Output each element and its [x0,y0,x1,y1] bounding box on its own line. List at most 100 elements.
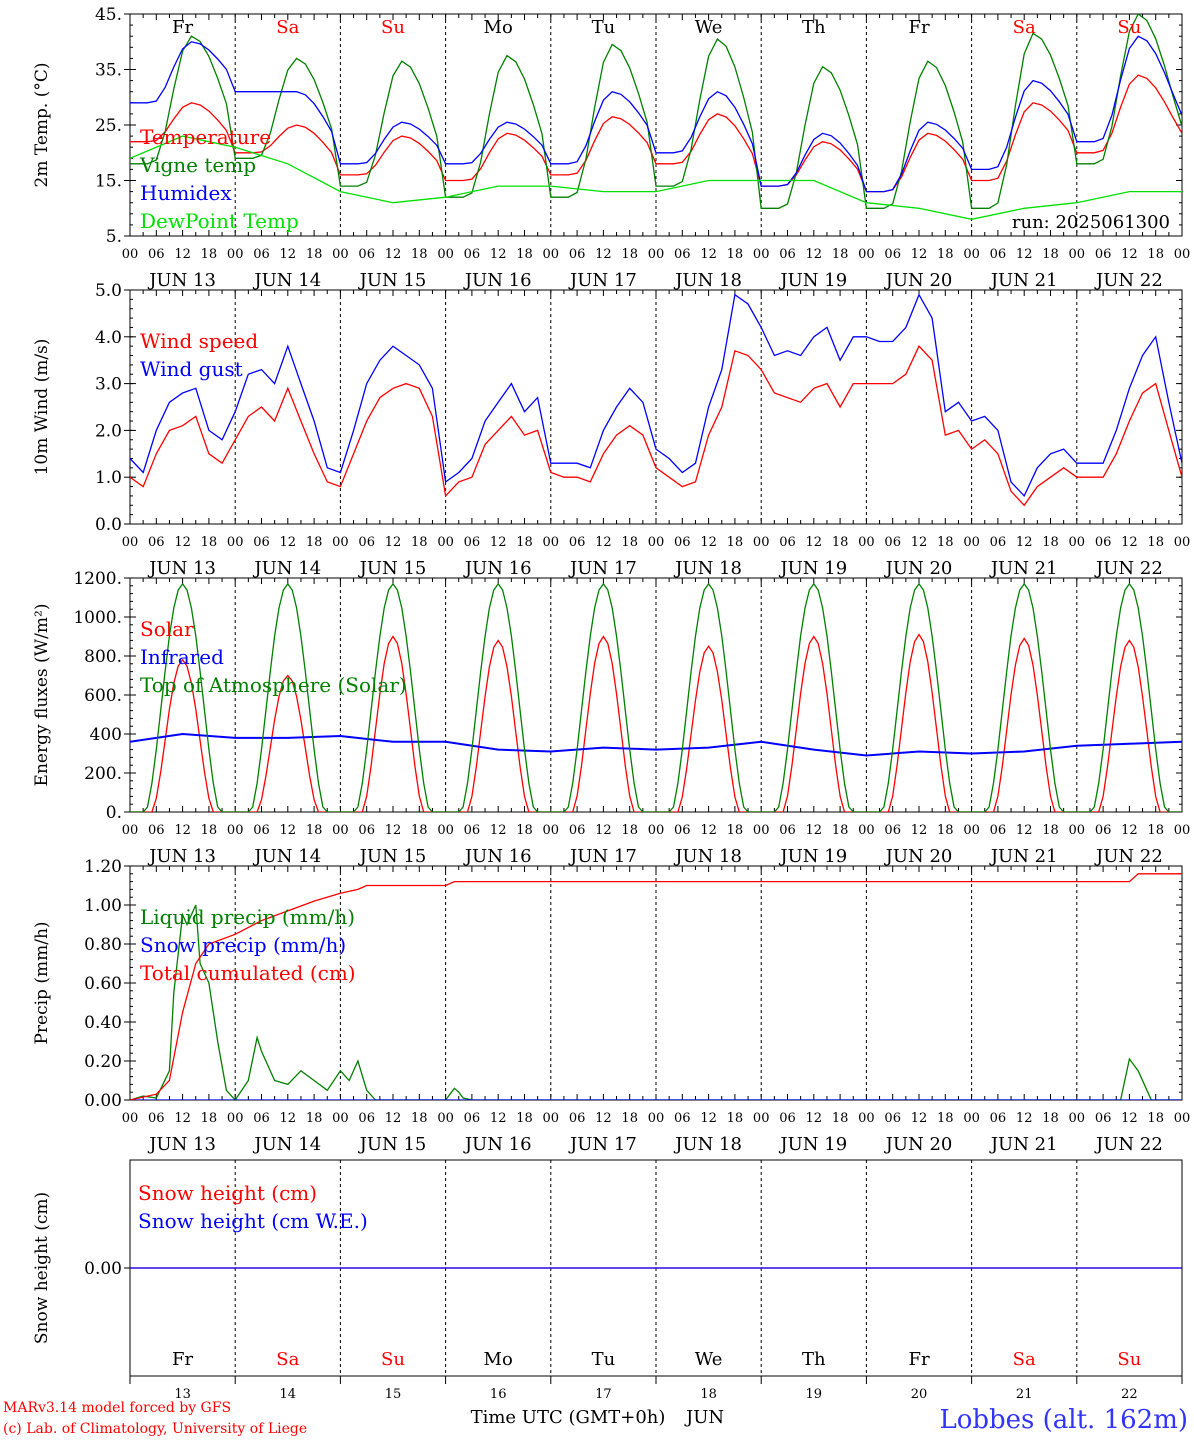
x-axis-title: Time UTC (GMT+0h) [471,1407,666,1428]
y-axis-label: 2m Temp. (°C) [32,62,52,187]
weekday-label: Sa [1013,17,1036,38]
day-label: JUN 15 [358,270,427,291]
hour-tick-label: 18 [1042,247,1059,262]
legend-entry: Temperature [140,125,271,149]
hour-tick-label: 12 [385,1111,402,1126]
hour-tick-label: 06 [674,247,691,262]
day-label: JUN 22 [1094,1134,1163,1155]
weekday-label: Su [381,17,405,38]
hour-tick-label: 18 [516,823,533,838]
hour-tick-label: 12 [595,247,612,262]
series-group [130,582,1182,812]
day-label: JUN 14 [252,270,321,291]
day-number-label: 20 [911,1387,928,1402]
weekday-label: We [695,1349,723,1370]
hour-tick-label: 06 [148,535,165,550]
day-label: JUN 18 [673,270,742,291]
weekday-label: Sa [1013,1349,1036,1370]
hour-tick-label: 00 [437,823,454,838]
day-number-label: 16 [490,1387,507,1402]
hour-tick-label: 12 [280,1111,297,1126]
hour-tick-label: 00 [753,1111,770,1126]
hour-tick-label: 12 [385,823,402,838]
hour-tick-label: 18 [621,823,638,838]
hour-tick-label: 12 [490,823,507,838]
y-axis-label: Snow height (cm) [32,1192,52,1344]
hour-tick-label: 18 [832,247,849,262]
hour-tick-label: 18 [1042,1111,1059,1126]
hour-tick-label: 06 [253,1111,270,1126]
hour-tick-label: 06 [253,247,270,262]
day-label: JUN 13 [147,1134,216,1155]
hour-tick-label: 18 [727,535,744,550]
day-number-label: 22 [1121,1387,1138,1402]
hour-tick-label: 06 [674,1111,691,1126]
hour-tick-label: 12 [1016,823,1033,838]
hour-tick-label: 18 [1042,823,1059,838]
hour-tick-label: 00 [1069,247,1086,262]
day-label: JUN 20 [884,1134,953,1155]
hour-tick-label: 12 [595,1111,612,1126]
legend-entry: Vigne temp [139,153,256,177]
hour-tick-label: 06 [1095,823,1112,838]
hour-tick-label: 06 [148,1111,165,1126]
y-tick-label: 0.00 [84,1259,122,1279]
weekday-label: Tu [592,17,616,38]
y-tick-label: 1200. [73,569,122,589]
hour-tick-label: 12 [700,1111,717,1126]
hour-tick-label: 00 [543,535,560,550]
day-label: JUN 19 [778,1134,847,1155]
hour-tick-label: 18 [727,1111,744,1126]
day-label: JUN 16 [463,1134,532,1155]
legend-entry: Total cumulated (cm) [140,961,356,985]
hour-tick-label: 18 [516,1111,533,1126]
weekday-label: Su [1117,17,1141,38]
day-label: JUN 16 [463,846,532,867]
y-tick-label: 0.80 [84,935,122,955]
day-label: JUN 17 [568,558,637,579]
hour-tick-label: 12 [806,247,823,262]
day-label: JUN 18 [673,846,742,867]
hour-tick-label: 00 [648,535,665,550]
hour-tick-label: 06 [358,823,375,838]
series-line-total-cumulated-cm- [130,873,1182,1100]
hour-tick-label: 12 [806,535,823,550]
y-tick-label: 35. [95,61,122,81]
y-axis-label: 10m Wind (m/s) [32,339,52,476]
hour-tick-label: 18 [832,823,849,838]
day-number-label: 17 [595,1387,612,1402]
hour-tick-label: 18 [832,535,849,550]
panel-snow: 0.00 Snow height (cm) Snow height (cm) Snow… [32,1159,1183,1402]
hour-tick-label: 06 [1095,535,1112,550]
y-tick-label: 0.60 [84,974,122,994]
hour-tick-label: 00 [648,823,665,838]
hour-tick-label: 06 [569,823,586,838]
hour-tick-label: 12 [1016,535,1033,550]
hour-tick-label: 12 [1016,247,1033,262]
series-line-top-of-atmosphere-solar- [130,582,1182,812]
series-line-wind-gust [130,293,1182,498]
hour-tick-label: 00 [332,1111,349,1126]
hour-tick-label: 18 [937,535,954,550]
y-tick-label: 45. [95,5,122,25]
hour-tick-label: 06 [884,1111,901,1126]
hour-tick-label: 00 [122,1111,139,1126]
hour-tick-label: 06 [884,535,901,550]
series-group [130,293,1182,507]
weekday-label: We [695,17,723,38]
legend-entry: Top of Atmosphere (Solar) [140,673,407,697]
hour-tick-label: 06 [779,535,796,550]
hour-tick-label: 12 [806,1111,823,1126]
hour-tick-label: 00 [227,823,244,838]
y-axis-label: Energy fluxes (W/m²) [32,604,52,787]
hour-tick-label: 06 [674,535,691,550]
series-line-dewpoint-temp [130,135,1182,220]
hour-tick-label: 06 [148,823,165,838]
hour-tick-label: 18 [411,1111,428,1126]
y-tick-label: 200. [84,764,122,784]
hour-tick-label: 00 [1174,247,1191,262]
legend-entry: Infrared [140,645,224,669]
day-number-label: 21 [1016,1387,1033,1402]
hour-tick-label: 06 [358,247,375,262]
